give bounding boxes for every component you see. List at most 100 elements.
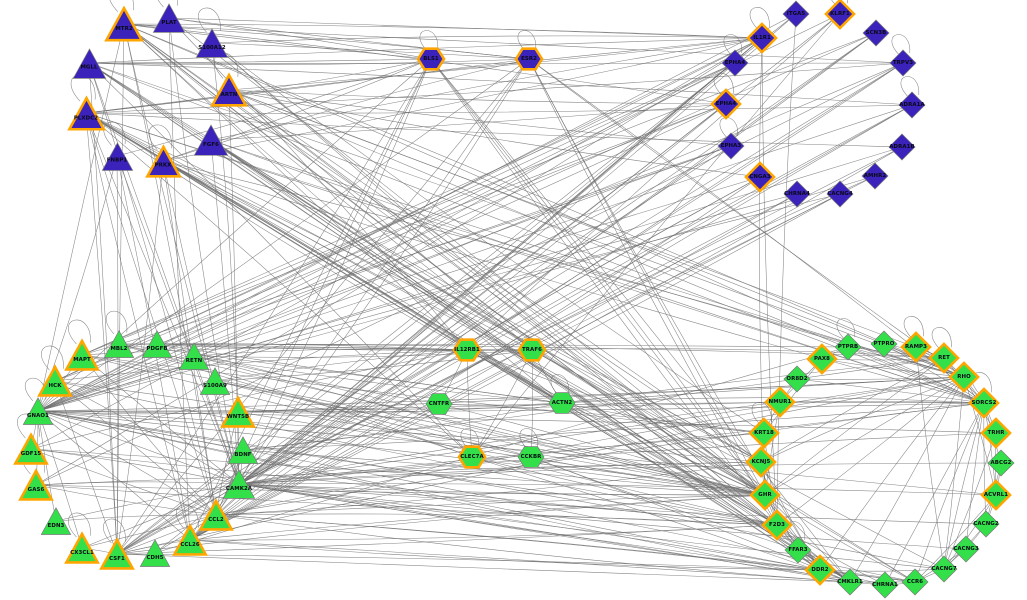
edge <box>37 145 732 412</box>
graph-node-ptpro[interactable]: PTPRO <box>867 327 901 361</box>
graph-node-fnbp1[interactable]: FNBP1 <box>98 137 137 176</box>
graph-node-cacng4[interactable]: CACNG4 <box>823 177 857 211</box>
graph-node-mgll[interactable]: MGLL <box>69 43 110 84</box>
graph-node-cntfr[interactable]: CNTFR <box>422 387 456 421</box>
edge <box>242 449 766 496</box>
graph-node-itga5[interactable]: ITGA5 <box>779 0 813 31</box>
edge <box>193 355 440 405</box>
diamond-node-shape <box>783 180 811 208</box>
hexagon-node-shape <box>457 445 487 469</box>
graph-node-epha4[interactable]: EPHA4 <box>708 86 744 122</box>
edge <box>764 494 916 583</box>
edge <box>215 494 766 516</box>
edge <box>37 104 913 412</box>
self-loop-edge <box>786 521 806 542</box>
edge <box>779 401 985 404</box>
triangle-node-shape <box>172 523 208 556</box>
edge <box>528 58 965 378</box>
graph-node-trpv3[interactable]: TRPV3 <box>886 46 920 80</box>
graph-node-csf1[interactable]: CSF1 <box>97 534 137 574</box>
edge <box>430 58 766 496</box>
edge <box>764 357 945 496</box>
edge <box>116 58 530 555</box>
graph-node-mtr2[interactable]: MTR2 <box>102 2 146 46</box>
graph-node-artn[interactable]: ARTN <box>208 69 250 111</box>
graph-node-gas6[interactable]: GAS6 <box>16 465 56 505</box>
graph-node-abcg2[interactable]: ABCG2 <box>984 446 1018 480</box>
edge <box>760 461 821 571</box>
diamond-node-shape <box>721 49 749 77</box>
edge <box>116 155 240 485</box>
graph-node-plat[interactable]: PLAT <box>149 0 189 38</box>
diamond-node-shape <box>745 446 777 478</box>
graph-node-klrf1[interactable]: KLRF1 <box>822 0 858 32</box>
self-loop-edge <box>41 345 64 371</box>
edge <box>81 347 468 356</box>
edge <box>760 376 965 463</box>
graph-node-amhr2[interactable]: AMHR2 <box>858 159 892 193</box>
self-loop-edge <box>17 413 40 439</box>
self-loop-edge <box>148 124 172 150</box>
diamond-node-shape <box>948 361 980 393</box>
graph-node-il12rb1[interactable]: IL12RB1 <box>450 333 484 367</box>
graph-node-bls1[interactable]: BLS1 <box>414 42 448 76</box>
diamond-node-shape <box>968 387 1000 419</box>
graph-node-traf6[interactable]: TRAF6 <box>515 333 549 367</box>
graph-node-ccl26[interactable]: CCL26 <box>170 520 210 560</box>
graph-node-cacng7[interactable]: CACNG7 <box>927 552 961 586</box>
edge <box>776 376 965 526</box>
graph-node-clec7a[interactable]: CLEC7A <box>455 440 489 474</box>
graph-node-cnga3[interactable]: CNGA3 <box>742 159 778 195</box>
graph-node-s100a12[interactable]: S100A12 <box>192 23 232 63</box>
edge <box>915 346 945 570</box>
edge <box>471 13 841 458</box>
graph-node-gdf15[interactable]: GDF15 <box>11 429 51 469</box>
graph-node-kcnj5[interactable]: KCNJ5 <box>743 444 779 480</box>
edge <box>88 58 432 64</box>
graph-node-scn3b[interactable]: SCN3B <box>859 16 893 50</box>
graph-node-gnao1[interactable]: GNAO1 <box>19 392 57 430</box>
edge <box>54 380 118 555</box>
edge <box>471 456 851 583</box>
graph-node-cmklr1[interactable]: CMKLR1 <box>833 565 867 599</box>
edge <box>81 32 877 356</box>
edge <box>238 483 778 526</box>
graph-node-chrna4[interactable]: CHRNA4 <box>780 177 814 211</box>
edge <box>189 58 432 541</box>
graph-node-wnt5b[interactable]: WNT5B <box>218 392 258 432</box>
graph-node-chrna1[interactable]: CHRNA1 <box>868 568 902 600</box>
edge <box>81 145 732 356</box>
edge <box>85 104 913 114</box>
graph-node-adra1a[interactable]: ADRA1A <box>895 88 929 122</box>
graph-node-prkx[interactable]: PRKX <box>143 141 184 182</box>
graph-node-esr2[interactable]: ESR2 <box>512 42 546 76</box>
self-loop-edge <box>460 428 480 449</box>
edge <box>430 58 778 526</box>
hexagon-node-shape <box>425 393 453 415</box>
self-loop-edge <box>519 428 539 449</box>
graph-node-ccr6[interactable]: CCR6 <box>898 565 932 599</box>
edge <box>430 58 851 583</box>
edge <box>228 89 533 351</box>
edge <box>215 461 762 516</box>
edge <box>85 112 903 148</box>
edge <box>561 376 965 404</box>
edge <box>30 448 240 485</box>
edge <box>37 376 965 412</box>
graph-node-cdh5[interactable]: CDH5 <box>136 534 174 572</box>
graph-node-mbl2[interactable]: MBL2 <box>100 325 138 363</box>
graph-node-plxdc2[interactable]: PLXDC2 <box>65 92 108 135</box>
edge <box>193 355 563 404</box>
graph-node-epha4b[interactable]: EPHA4 <box>718 46 752 80</box>
graph-node-fgf6[interactable]: FGF6 <box>190 119 232 161</box>
triangle-node-shape <box>198 498 234 531</box>
graph-node-pdgfb[interactable]: PDGFB <box>138 325 176 363</box>
edge <box>116 13 797 555</box>
self-loop-edge <box>103 121 126 146</box>
edge <box>88 58 530 65</box>
edge <box>37 175 876 412</box>
edge <box>156 343 533 351</box>
graph-node-cckbr[interactable]: CCKBR <box>514 440 548 474</box>
graph-node-actn2[interactable]: ACTN2 <box>545 386 579 420</box>
